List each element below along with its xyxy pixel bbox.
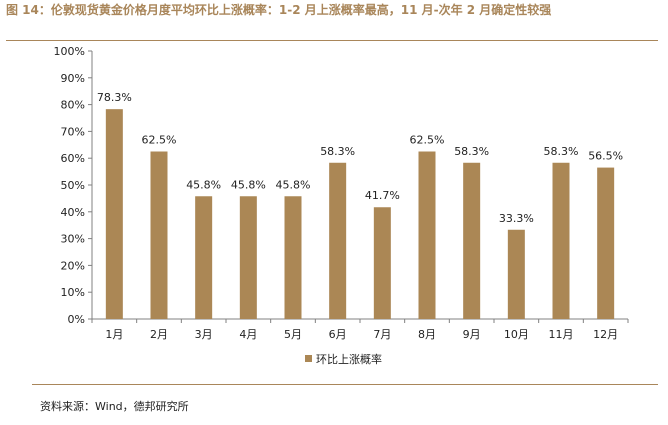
y-tick-label: 0% <box>68 313 85 326</box>
x-tick-label: 6月 <box>329 328 347 341</box>
x-tick-label: 2月 <box>150 328 168 341</box>
data-label: 62.5% <box>410 134 445 147</box>
y-tick-label: 40% <box>61 206 85 219</box>
data-label: 58.3% <box>454 145 489 158</box>
data-label: 58.3% <box>544 145 579 158</box>
y-tick-label: 100% <box>54 45 85 58</box>
chart-title: 图 14：伦敦现货黄金价格月度平均环比上涨概率：1-2 月上涨概率最高，11 月… <box>6 3 552 17</box>
title-divider <box>6 40 658 41</box>
bar <box>418 151 436 319</box>
data-label: 45.8% <box>276 178 311 191</box>
data-label: 56.5% <box>588 150 623 163</box>
x-tick-label: 12月 <box>593 328 618 341</box>
bar <box>463 162 481 319</box>
x-tick-label: 7月 <box>373 328 391 341</box>
data-label: 45.8% <box>186 178 221 191</box>
data-label: 33.3% <box>499 212 534 225</box>
legend-label: 环比上涨概率 <box>316 352 382 366</box>
data-label: 58.3% <box>320 145 355 158</box>
source-note: 资料来源：Wind，德邦研究所 <box>40 400 189 413</box>
y-tick-label: 30% <box>61 233 85 246</box>
bar <box>105 109 123 319</box>
bar <box>239 196 257 319</box>
x-tick-label: 4月 <box>239 328 257 341</box>
y-tick-label: 70% <box>61 125 85 138</box>
bar <box>552 162 570 319</box>
x-tick-label: 9月 <box>463 328 481 341</box>
x-tick-label: 3月 <box>195 328 213 341</box>
legend-swatch <box>305 355 312 362</box>
y-tick-label: 90% <box>61 72 85 85</box>
x-tick-label: 8月 <box>418 328 436 341</box>
data-label: 45.8% <box>231 178 266 191</box>
data-label: 78.3% <box>97 91 132 104</box>
data-label: 41.7% <box>365 189 400 202</box>
x-tick-label: 10月 <box>504 328 529 341</box>
bar <box>195 196 213 319</box>
x-tick-label: 1月 <box>105 328 123 341</box>
x-tick-label: 5月 <box>284 328 302 341</box>
bar <box>373 207 391 319</box>
footer-divider <box>32 384 658 385</box>
bar <box>507 229 525 319</box>
data-label: 62.5% <box>142 134 177 147</box>
x-tick-label: 11月 <box>549 328 574 341</box>
bar <box>284 196 302 319</box>
y-tick-label: 60% <box>61 152 85 165</box>
y-tick-label: 20% <box>61 259 85 272</box>
y-tick-label: 50% <box>61 179 85 192</box>
bar <box>597 167 615 319</box>
bar <box>150 151 168 319</box>
bar <box>329 162 347 319</box>
y-tick-label: 10% <box>61 286 85 299</box>
y-tick-label: 80% <box>61 99 85 112</box>
